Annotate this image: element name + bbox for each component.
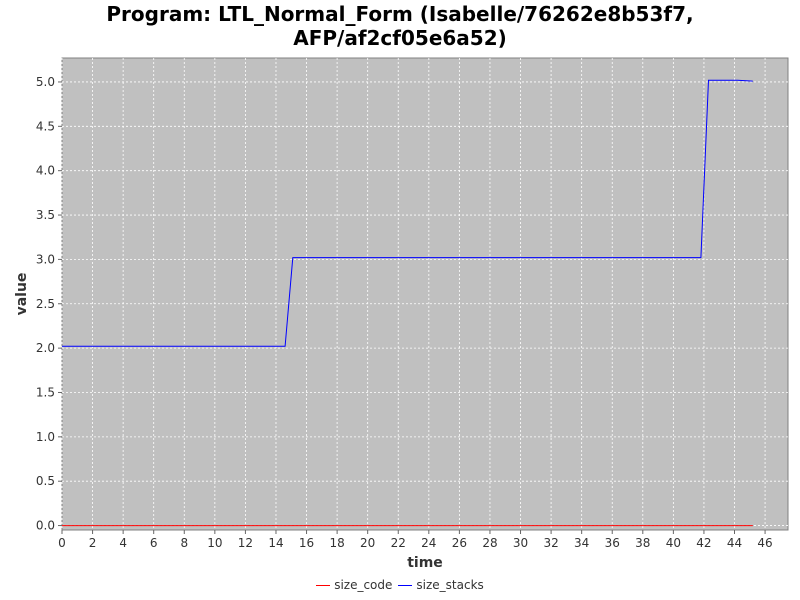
y-tick-label: 1.0 [36, 430, 55, 444]
y-tick-label: 4.5 [36, 119, 55, 133]
y-tick-label: 2.0 [36, 341, 55, 355]
x-tick-label: 4 [119, 536, 127, 550]
y-tick-label: 2.5 [36, 297, 55, 311]
y-tick-label: 0.5 [36, 474, 55, 488]
y-tick-label: 0.0 [36, 519, 55, 533]
x-axis-ticks: 0 2 4 6 8 10 12 14 16 18 20 22 24 26 28 30 32 34 36 38 40 42 4… [58, 530, 773, 550]
series-lines [62, 79, 753, 527]
legend-item-size-stacks: size_stacks [398, 578, 484, 592]
x-tick-label: 42 [696, 536, 711, 550]
legend-swatch [398, 584, 413, 586]
x-axis-label: time [407, 555, 443, 571]
x-tick-label: 20 [360, 536, 375, 550]
x-tick-label: 12 [238, 536, 253, 550]
y-tick-label: 5.0 [36, 75, 55, 89]
y-tick-label: 1.5 [36, 385, 55, 399]
legend-label: size_code [334, 578, 393, 592]
x-tick-label: 28 [482, 536, 497, 550]
x-tick-label: 8 [180, 536, 188, 550]
x-tick-label: 26 [452, 536, 467, 550]
legend-item-size-code: size_code [316, 578, 392, 592]
x-tick-label: 44 [727, 536, 742, 550]
chart-title-line-1: Program: LTL_Normal_Form (Isabelle/76262… [106, 2, 694, 26]
x-tick-label: 46 [757, 536, 772, 550]
legend-label: size_stacks [416, 578, 484, 592]
x-tick-label: 36 [605, 536, 620, 550]
x-tick-label: 2 [89, 536, 97, 550]
x-tick-label: 24 [421, 536, 436, 550]
y-tick-label: 3.0 [36, 252, 55, 266]
legend: size_code size_stacks [0, 578, 800, 592]
x-tick-label: 40 [666, 536, 681, 550]
y-tick-label: 4.0 [36, 164, 55, 178]
x-tick-label: 32 [543, 536, 558, 550]
y-axis-label: value [14, 273, 30, 316]
x-tick-label: 22 [391, 536, 406, 550]
x-tick-label: 34 [574, 536, 589, 550]
x-tick-label: 16 [299, 536, 314, 550]
grid-lines [61, 58, 788, 530]
plot-area [61, 57, 789, 531]
x-tick-label: 10 [207, 536, 222, 550]
chart-title-line-2: AFP/af2cf05e6a52) [293, 26, 507, 50]
x-tick-label: 0 [58, 536, 66, 550]
chart-title: Program: LTL_Normal_Form (Isabelle/76262… [0, 2, 800, 50]
x-tick-label: 14 [268, 536, 283, 550]
x-tick-label: 30 [513, 536, 528, 550]
y-tick-label: 3.5 [36, 208, 55, 222]
x-tick-label: 6 [150, 536, 158, 550]
x-tick-label: 18 [329, 536, 344, 550]
series-line-size-stacks [62, 79, 753, 347]
x-tick-label: 38 [635, 536, 650, 550]
legend-swatch [316, 584, 331, 586]
y-axis-ticks: 0.0 0.5 1.0 1.5 2.0 2.5 3.0 3.5 4.0 4.5 5.0 [36, 75, 62, 533]
